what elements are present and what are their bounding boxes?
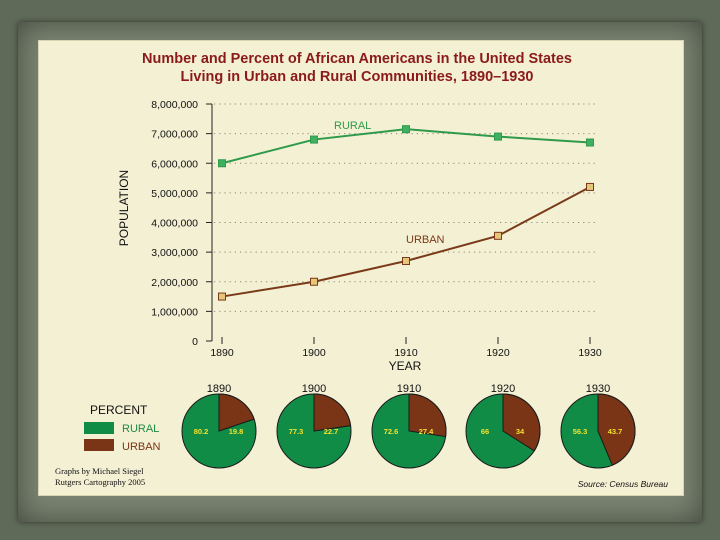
pie-slice-urban <box>408 393 447 438</box>
y-tick-label: 7,000,000 <box>151 129 198 141</box>
pie-slice-urban <box>597 393 636 466</box>
y-tick-label: 8,000,000 <box>151 99 198 111</box>
y-tick-label: 1,000,000 <box>151 306 198 318</box>
series-label-rural: RURAL <box>334 120 371 132</box>
x-tick-label: 1930 <box>578 347 602 359</box>
data-point-urban <box>402 257 410 266</box>
pie-value-urban: 22.7 <box>324 427 339 436</box>
pie-value-urban: 34 <box>516 427 525 436</box>
pie-slice-urban <box>218 393 255 432</box>
pie-charts: 1890 80.2 19.8 1900 77.3 22.7 1910 72.6 27.4 1920… <box>181 383 636 469</box>
data-point-urban <box>494 231 502 240</box>
data-point-urban <box>586 182 594 191</box>
credit-line-2: Rutgers Cartography 2005 <box>55 477 145 487</box>
data-point-rural <box>310 135 318 144</box>
gridlines <box>206 103 598 342</box>
series-label-urban: URBAN <box>406 234 445 246</box>
pie-value-urban: 43.7 <box>608 427 623 436</box>
chart-subtitle: Living in Urban and Rural Communities, 1… <box>181 69 534 85</box>
data-point-urban <box>310 277 318 286</box>
chart-title: Number and Percent of African Americans … <box>142 51 572 67</box>
x-tick-label: 1890 <box>210 347 234 359</box>
legend-label-rural: RURAL <box>122 423 159 435</box>
y-tick-labels: 0 1,000,000 2,000,000 3,000,000 4,000,000 5,0… <box>151 99 198 348</box>
data-point-rural <box>494 132 502 141</box>
y-axis-title: POPULATION <box>117 170 131 246</box>
x-tick-label: 1900 <box>302 347 326 359</box>
line-series <box>218 125 594 301</box>
series-line-rural <box>221 128 591 165</box>
legend-title: PERCENT <box>90 403 148 417</box>
pie-value-rural: 66 <box>481 427 489 436</box>
x-tick-labels: 1890 1900 1910 1920 1930 <box>210 337 602 359</box>
y-tick-label: 2,000,000 <box>151 277 198 289</box>
x-tick-label: 1920 <box>486 347 510 359</box>
y-tick-label: 3,000,000 <box>151 247 198 259</box>
data-point-rural <box>218 159 226 168</box>
legend-swatch-rural <box>84 422 114 434</box>
pie-value-rural: 77.3 <box>289 427 304 436</box>
pie-value-rural: 72.6 <box>384 427 399 436</box>
data-point-urban <box>218 292 226 301</box>
pie-year-label: 1900 <box>302 383 326 395</box>
x-tick-label: 1910 <box>394 347 418 359</box>
data-point-rural <box>586 138 594 147</box>
pie-value-urban: 27.4 <box>419 427 434 436</box>
data-point-rural <box>402 125 410 134</box>
pie-value-rural: 80.2 <box>194 427 209 436</box>
legend-swatch-urban <box>84 439 114 451</box>
y-tick-label: 4,000,000 <box>151 218 198 230</box>
pie-slice-urban <box>502 393 541 452</box>
pie-value-urban: 19.8 <box>229 427 244 436</box>
pie-year-label: 1920 <box>491 383 515 395</box>
y-tick-label: 6,000,000 <box>151 158 198 170</box>
pie-value-rural: 56.3 <box>573 427 588 436</box>
y-tick-label: 5,000,000 <box>151 188 198 200</box>
y-tick-label: 0 <box>192 336 198 348</box>
pie-year-label: 1890 <box>207 383 231 395</box>
x-axis-title: YEAR <box>389 359 422 373</box>
legend-label-urban: URBAN <box>122 441 161 453</box>
pie-year-label: 1910 <box>397 383 421 395</box>
pie-year-label: 1930 <box>586 383 610 395</box>
source-note: Source: Census Bureau <box>578 479 669 489</box>
pie-slice-urban <box>313 393 352 432</box>
credit-line-1: Graphs by Michael Siegel <box>55 466 144 476</box>
